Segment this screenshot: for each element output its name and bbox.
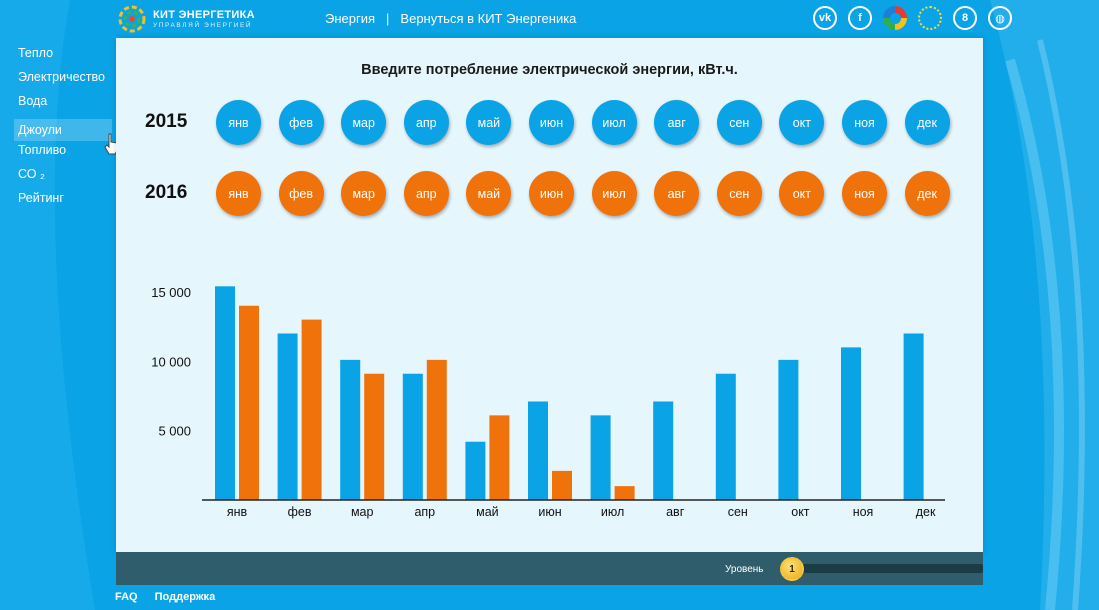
month-button-2016-9[interactable]: сен — [716, 171, 762, 216]
brand-logo[interactable]: КИТ ЭНЕРГЕТИКА УПРАВЛЯЙ ЭНЕРГИЕЙ — [117, 4, 255, 34]
x-tick-label: сен — [728, 505, 748, 519]
bar-2015-ноя — [841, 347, 861, 500]
month-button-2016-7[interactable]: июл — [591, 171, 637, 216]
social-links: vk f 8 ◍ — [813, 6, 1012, 30]
sidebar-item-joules[interactable]: Джоули — [14, 119, 112, 141]
x-tick-label: авг — [666, 505, 685, 519]
x-tick-label: июл — [601, 505, 624, 519]
sidebar-item-fuel[interactable]: Топливо — [18, 143, 67, 157]
month-button-2015-8[interactable]: авг — [654, 100, 700, 145]
bar-2016-мар — [364, 373, 385, 500]
brand-tagline: УПРАВЛЯЙ ЭНЕРГИЕЙ — [153, 22, 253, 29]
y-tick-label: 15 000 — [151, 285, 191, 300]
color-ring-icon[interactable] — [883, 6, 907, 30]
month-button-2015-9[interactable]: сен — [716, 100, 762, 145]
facebook-icon[interactable]: f — [848, 6, 872, 30]
x-tick-label: ноя — [853, 505, 874, 519]
month-button-2015-5[interactable]: май — [466, 100, 512, 145]
month-button-2016-5[interactable]: май — [466, 171, 512, 216]
bar-2015-сен — [715, 373, 736, 500]
x-tick-label: окт — [791, 505, 810, 519]
y-tick-label: 10 000 — [151, 354, 191, 369]
month-button-2016-1[interactable]: янв — [216, 171, 261, 216]
bar-2015-фев — [277, 333, 298, 500]
logo-icon — [118, 5, 146, 33]
month-button-2015-7[interactable]: июл — [591, 100, 637, 145]
brand-name: КИТ ЭНЕРГЕТИКА — [153, 9, 255, 21]
bar-2015-окт — [778, 359, 799, 500]
bar-2016-июл — [614, 486, 635, 500]
x-tick-label: мар — [351, 505, 374, 519]
sidebar-item-heat[interactable]: Тепло — [18, 46, 54, 60]
month-button-2015-12[interactable]: дек — [904, 100, 950, 145]
month-button-2015-2[interactable]: фев — [278, 100, 324, 145]
consumption-chart: 5 000 10 000 15 000 янв фев мар апр май июн июл ав… — [151, 285, 945, 519]
month-button-2015-3[interactable]: мар — [341, 100, 387, 145]
sidebar-item-water[interactable]: Вода — [18, 94, 48, 108]
level-label: Уровень — [725, 564, 764, 575]
year-label-2015: 2015 — [145, 111, 188, 132]
month-button-2015-10[interactable]: окт — [779, 100, 825, 145]
nav-separator: | — [386, 11, 390, 26]
nav-back-link[interactable]: Вернуться в КИТ Энергеника — [400, 11, 577, 26]
x-tick-label: апр — [414, 505, 435, 519]
bar-2015-июн — [528, 401, 548, 500]
support-link[interactable]: Поддержка — [154, 591, 216, 603]
hand-cursor-icon — [104, 133, 119, 155]
x-tick-label: дек — [916, 505, 936, 519]
bar-2015-июл — [590, 415, 611, 500]
x-tick-label: май — [476, 505, 499, 519]
top-navigation: Энергия | Вернуться в КИТ Энергеника — [325, 11, 576, 26]
month-button-2016-8[interactable]: авг — [654, 171, 700, 216]
bar-2016-июн — [552, 470, 572, 500]
month-button-2015-6[interactable]: июн — [529, 100, 574, 145]
bar-2016-апр — [426, 359, 447, 500]
odnoklassniki-icon[interactable]: 8 — [953, 6, 977, 30]
month-button-2016-10[interactable]: окт — [779, 171, 825, 216]
faq-link[interactable]: FAQ — [115, 591, 138, 603]
sidebar: Тепло Электричество Вода Джоули Топливо … — [14, 44, 112, 213]
bar-2016-фев — [301, 319, 322, 500]
x-tick-label: янв — [227, 505, 248, 519]
bar-2015-янв — [215, 286, 235, 500]
bar-2015-мар — [340, 359, 361, 500]
month-button-2016-2[interactable]: фев — [278, 171, 324, 216]
x-tick-label: июн — [538, 505, 561, 519]
vk-icon[interactable]: vk — [813, 6, 837, 30]
bar-2015-апр — [402, 373, 423, 500]
y-tick-label: 5 000 — [158, 424, 191, 439]
bar-2015-дек — [903, 333, 924, 500]
main-panel: Введите потребление электрической энерги… — [116, 38, 983, 552]
month-button-2016-3[interactable]: мар — [341, 171, 387, 216]
level-badge: 1 — [780, 557, 804, 581]
bar-2016-янв — [239, 305, 259, 500]
footer-links: FAQ Поддержка — [115, 591, 215, 603]
sun-icon[interactable] — [918, 6, 942, 30]
panel-title: Введите потребление электрической энерги… — [361, 62, 738, 78]
year-label-2016: 2016 — [145, 182, 188, 203]
sidebar-item-electricity[interactable]: Электричество — [18, 70, 105, 84]
month-button-2016-12[interactable]: дек — [904, 171, 950, 216]
month-button-2015-1[interactable]: янв — [216, 100, 261, 145]
globe-icon[interactable]: ◍ — [988, 6, 1012, 30]
bar-2015-авг — [653, 401, 674, 500]
month-button-2015-11[interactable]: ноя — [842, 100, 887, 145]
sidebar-item-co2[interactable]: СО ₂ — [18, 167, 45, 181]
bar-2016-май — [489, 415, 510, 500]
nav-section-energy[interactable]: Энергия — [325, 11, 376, 26]
level-bar: Уровень 1 — [116, 552, 983, 585]
month-button-2016-6[interactable]: июн — [529, 171, 574, 216]
month-button-2016-4[interactable]: апр — [403, 171, 449, 216]
month-button-2016-11[interactable]: ноя — [842, 171, 887, 216]
level-progress-track — [801, 564, 983, 573]
sidebar-item-rating[interactable]: Рейтинг — [18, 191, 64, 205]
bar-2015-май — [465, 441, 486, 500]
month-button-2015-4[interactable]: апр — [403, 100, 449, 145]
x-tick-label: фев — [288, 505, 312, 519]
